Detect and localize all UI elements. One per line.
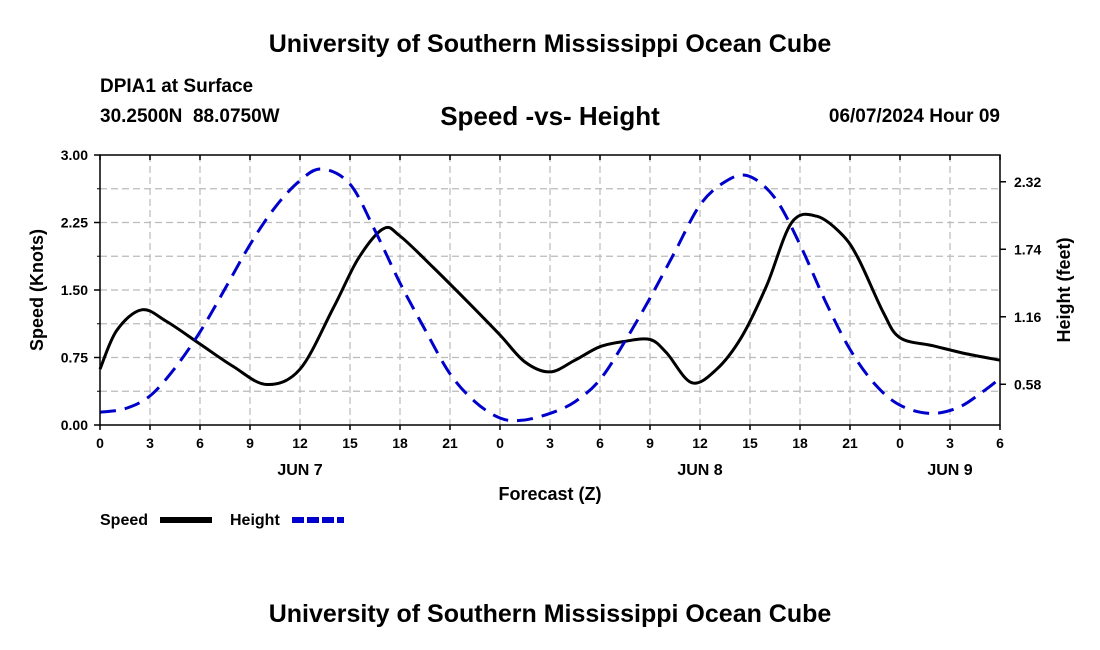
y-tick-label: 2.25 bbox=[61, 215, 88, 231]
x-tick-label: 9 bbox=[646, 435, 654, 451]
x-tick-label: 12 bbox=[692, 435, 708, 451]
x-tick-label: 15 bbox=[342, 435, 358, 451]
main-title: University of Southern Mississippi Ocean… bbox=[268, 30, 832, 58]
day-label: JUN 8 bbox=[677, 462, 722, 479]
y-tick-label: 0.75 bbox=[61, 350, 88, 366]
x-tick-label: 3 bbox=[546, 435, 554, 451]
station-label: DPIA1 at Surface bbox=[100, 76, 254, 97]
x-tick-label: 18 bbox=[392, 435, 408, 451]
x-tick-label: 0 bbox=[896, 435, 904, 451]
coordinates: 30.2500N 88.0750W bbox=[100, 106, 280, 127]
plot-title: Speed -vs- Height bbox=[440, 101, 660, 131]
timestamp: 06/07/2024 Hour 09 bbox=[828, 106, 1000, 127]
x-tick-label: 6 bbox=[196, 435, 204, 451]
y2-tick-label: 1.74 bbox=[1014, 241, 1041, 257]
legend-label: Height bbox=[230, 512, 280, 529]
x-tick-label: 3 bbox=[146, 435, 154, 451]
x-tick-label: 6 bbox=[596, 435, 604, 451]
x-axis-label: Forecast (Z) bbox=[498, 484, 601, 504]
x-tick-label: 15 bbox=[742, 435, 758, 451]
x-tick-label: 6 bbox=[996, 435, 1004, 451]
day-label: JUN 7 bbox=[277, 462, 322, 479]
x-tick-label: 21 bbox=[442, 435, 458, 451]
x-tick-label: 0 bbox=[96, 435, 104, 451]
speed-series-line bbox=[98, 212, 1001, 387]
grid bbox=[100, 154, 1000, 425]
day-label: JUN 9 bbox=[927, 462, 972, 479]
footer-title: University of Southern Mississippi Ocean… bbox=[268, 600, 832, 628]
y2-tick-label: 0.58 bbox=[1014, 376, 1041, 392]
y2-tick-label: 1.16 bbox=[1014, 309, 1041, 325]
x-tick-label: 18 bbox=[792, 435, 808, 451]
x-tick-label: 0 bbox=[496, 435, 504, 451]
legend: Speed Height bbox=[100, 512, 344, 529]
x-tick-label: 12 bbox=[292, 435, 308, 451]
y-tick-label: 3.00 bbox=[61, 147, 88, 163]
y2-axis-label: Height (feet) bbox=[1054, 238, 1074, 343]
x-tick-label: 21 bbox=[842, 435, 858, 451]
x-tick-label: 9 bbox=[246, 435, 254, 451]
y-axis-label: Speed (Knots) bbox=[27, 229, 47, 351]
y-tick-label: 1.50 bbox=[61, 282, 88, 298]
y-tick-label: 0.00 bbox=[61, 417, 88, 433]
height-series-line bbox=[99, 167, 1001, 423]
ticks: 0 3 6 9 12 15 18 21 0 3 6 9 12 15 18 21 0 3 6 JUN 7 JUN 8 JUN… bbox=[61, 147, 1042, 479]
legend-label: Speed bbox=[100, 512, 148, 529]
series-layer bbox=[98, 167, 1001, 423]
x-tick-label: 3 bbox=[946, 435, 954, 451]
y2-tick-label: 2.32 bbox=[1014, 174, 1041, 190]
